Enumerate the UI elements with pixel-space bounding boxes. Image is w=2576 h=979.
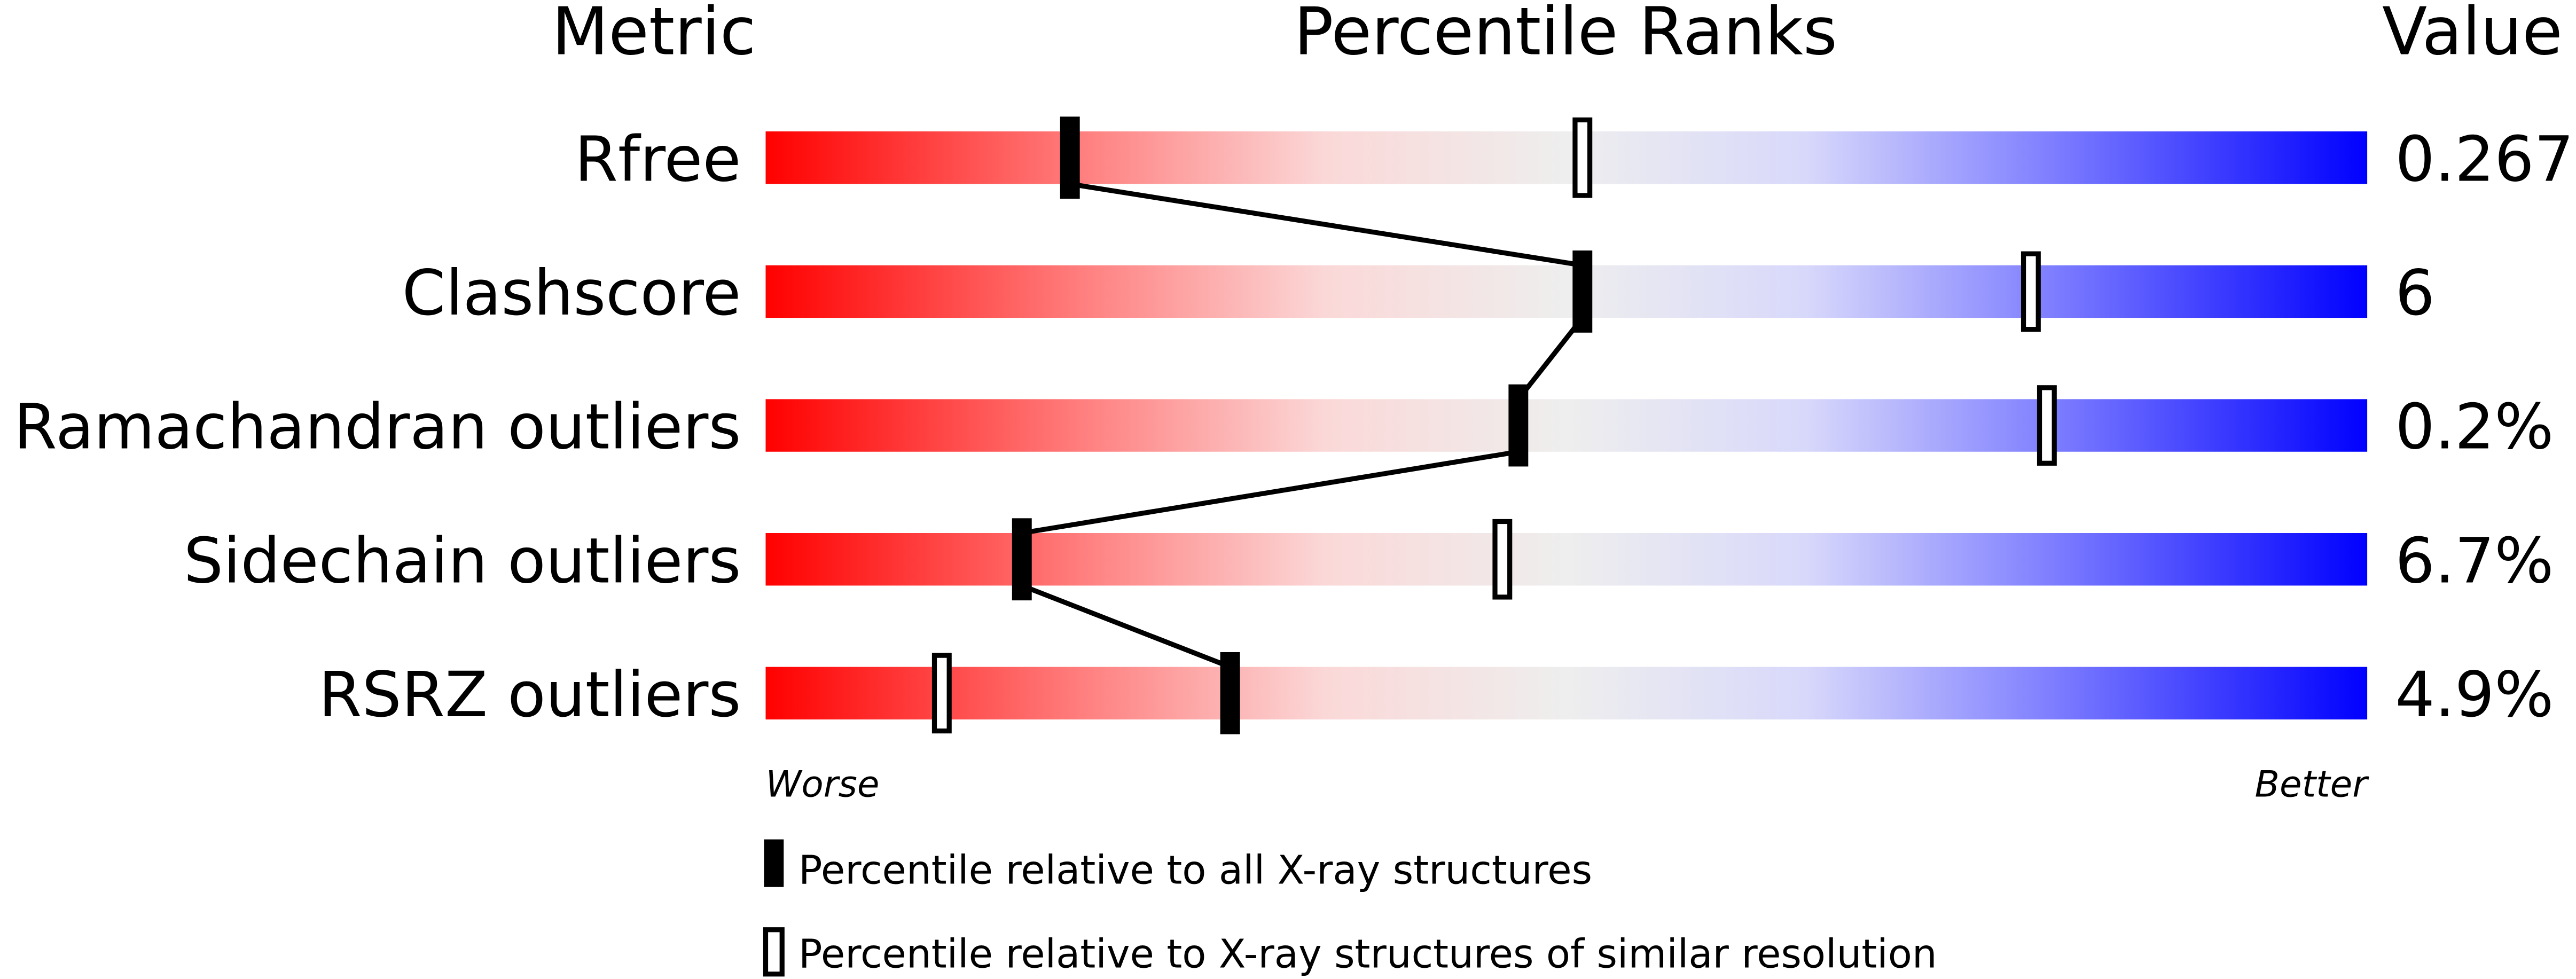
legend-all-label: Percentile relative to all X-ray structu…	[798, 848, 1592, 894]
metric-label: Ramachandran outliers	[13, 391, 741, 464]
metric-value: 0.2%	[2395, 391, 2554, 464]
similar-resolution-marker	[2037, 385, 2057, 466]
connector-line	[1516, 316, 1585, 401]
all-structures-marker	[1012, 518, 1032, 601]
connector-line	[1021, 583, 1231, 669]
all-structures-marker	[1060, 116, 1080, 199]
header-percentile-ranks: Percentile Ranks	[1294, 0, 1837, 70]
all-structures-marker	[1220, 652, 1240, 734]
metric-label: Rfree	[575, 123, 741, 195]
percentile-bar	[765, 533, 2368, 586]
header-value: Value	[2382, 0, 2563, 70]
connector-line	[1021, 449, 1519, 536]
header-metric: Metric	[552, 0, 756, 70]
percentile-bar	[765, 667, 2368, 720]
metric-label: Sidechain outliers	[184, 524, 741, 597]
axis-worse-label: Worse	[765, 763, 879, 805]
percentile-bar	[765, 131, 2368, 184]
metric-value: 6.7%	[2395, 524, 2554, 597]
metric-value: 6	[2395, 257, 2434, 330]
similar-resolution-marker	[931, 653, 952, 734]
all-structures-marker	[1572, 250, 1593, 333]
legend-all-marker	[764, 839, 784, 887]
metric-value: 4.9%	[2395, 659, 2554, 731]
metric-value: 0.267	[2395, 123, 2574, 195]
similar-resolution-marker	[1572, 117, 1593, 198]
metric-label: RSRZ outliers	[318, 659, 741, 731]
axis-better-label: Better	[2255, 763, 2370, 805]
similar-resolution-marker	[1492, 519, 1513, 600]
legend-similar-label: Percentile relative to X-ray structures …	[798, 931, 1937, 977]
all-structures-marker	[1508, 384, 1529, 467]
percentile-bar	[765, 399, 2368, 452]
legend-similar-marker	[763, 927, 785, 977]
percentile-bar	[765, 265, 2368, 318]
connector-line	[1069, 181, 1583, 268]
metric-label: Clashscore	[402, 257, 741, 330]
similar-resolution-marker	[2021, 251, 2041, 332]
